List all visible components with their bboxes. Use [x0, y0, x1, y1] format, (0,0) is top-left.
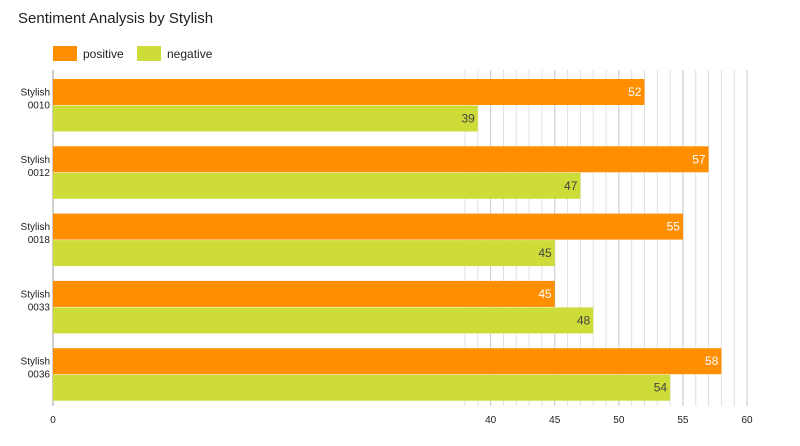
data-label-negative: 39 — [461, 112, 475, 126]
data-label-negative: 48 — [577, 313, 591, 327]
data-label-negative: 45 — [538, 246, 552, 260]
x-tick-label: 45 — [549, 415, 561, 426]
legend: positive negative — [53, 46, 213, 61]
legend-label-positive: positive — [83, 47, 124, 61]
x-tick-label: 40 — [485, 415, 497, 426]
category-label: Stylish 0012 — [21, 155, 51, 179]
bar-positive-Stylish-0018 — [53, 213, 683, 240]
x-tick-label: 50 — [613, 415, 625, 426]
data-label-negative: 54 — [654, 381, 668, 395]
bar-negative-Stylish-0036 — [53, 374, 671, 401]
data-label-positive: 55 — [667, 220, 681, 234]
x-tick-label: 0 — [50, 415, 56, 426]
data-label-positive: 58 — [705, 354, 719, 368]
legend-label-negative: negative — [167, 47, 213, 61]
bar-negative-Stylish-0010 — [53, 105, 478, 132]
category-label: Stylish 0010 — [21, 88, 51, 112]
bar-negative-Stylish-0018 — [53, 240, 555, 267]
category-labels: Stylish 0010 Stylish 0012 Stylish 0018 Stylish… — [21, 88, 51, 381]
bar-negative-Stylish-0012 — [53, 172, 581, 199]
category-label: Stylish 0018 — [21, 222, 51, 246]
legend-swatch-negative — [137, 46, 161, 61]
bar-positive-Stylish-0012 — [53, 146, 709, 173]
legend-swatch-positive — [53, 46, 77, 61]
data-label-positive: 52 — [628, 85, 642, 99]
bars: 52 39 57 47 55 45 45 48 58 54 — [53, 79, 722, 401]
data-label-negative: 47 — [564, 179, 578, 193]
bar-positive-Stylish-0033 — [53, 280, 555, 307]
x-axis-ticks: 0 40 45 50 55 60 — [50, 415, 753, 426]
x-tick-label: 60 — [741, 415, 753, 426]
category-label: Stylish 0036 — [21, 357, 51, 381]
data-label-positive: 45 — [538, 287, 552, 301]
category-label: Stylish 0033 — [21, 289, 51, 313]
chart-title: Sentiment Analysis by Stylish — [18, 10, 213, 27]
bar-positive-Stylish-0036 — [53, 348, 722, 375]
bar-negative-Stylish-0033 — [53, 307, 594, 334]
data-label-positive: 57 — [692, 152, 706, 166]
x-tick-label: 55 — [677, 415, 689, 426]
bar-positive-Stylish-0010 — [53, 79, 645, 105]
